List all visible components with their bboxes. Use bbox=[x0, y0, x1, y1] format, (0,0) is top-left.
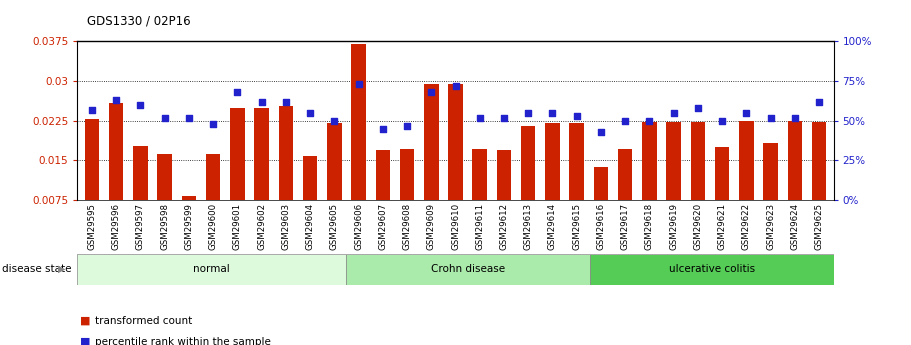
Bar bbox=[739, 121, 753, 240]
Text: ulcerative colitis: ulcerative colitis bbox=[669, 264, 754, 274]
Point bbox=[279, 99, 293, 105]
Bar bbox=[181, 196, 196, 240]
Text: GDS1330 / 02P16: GDS1330 / 02P16 bbox=[87, 14, 190, 28]
Point bbox=[521, 110, 536, 116]
Point bbox=[230, 89, 245, 95]
Bar bbox=[352, 44, 366, 240]
Point bbox=[666, 110, 681, 116]
Bar bbox=[496, 150, 511, 240]
Point bbox=[133, 102, 148, 108]
Point bbox=[691, 105, 705, 111]
Bar bbox=[589, 254, 834, 285]
Point bbox=[763, 115, 778, 120]
Bar bbox=[254, 108, 269, 240]
Point bbox=[545, 110, 559, 116]
Text: transformed count: transformed count bbox=[95, 316, 192, 326]
Point bbox=[400, 123, 415, 128]
Bar bbox=[569, 124, 584, 240]
Bar bbox=[763, 144, 778, 240]
Text: ■: ■ bbox=[80, 316, 91, 326]
Point bbox=[302, 110, 317, 116]
Point bbox=[254, 99, 269, 105]
Point bbox=[473, 115, 487, 120]
Bar bbox=[666, 122, 681, 240]
Point bbox=[158, 115, 172, 120]
Text: Crohn disease: Crohn disease bbox=[431, 264, 505, 274]
Point bbox=[496, 115, 511, 120]
Bar bbox=[230, 108, 245, 240]
Point bbox=[812, 99, 826, 105]
Point bbox=[715, 118, 730, 124]
Bar bbox=[448, 84, 463, 240]
Point bbox=[739, 110, 753, 116]
Text: percentile rank within the sample: percentile rank within the sample bbox=[95, 337, 271, 345]
Bar bbox=[812, 122, 826, 240]
Bar bbox=[375, 150, 390, 240]
Point bbox=[787, 115, 802, 120]
Point bbox=[327, 118, 342, 124]
Text: ▶: ▶ bbox=[58, 264, 66, 274]
Point bbox=[109, 97, 124, 103]
Bar bbox=[346, 254, 589, 285]
Point bbox=[448, 83, 463, 89]
Point bbox=[618, 118, 632, 124]
Point bbox=[352, 81, 366, 87]
Bar bbox=[109, 103, 124, 240]
Point bbox=[424, 89, 438, 95]
Point bbox=[181, 115, 196, 120]
Bar bbox=[85, 119, 99, 240]
Bar bbox=[715, 147, 730, 240]
Point bbox=[569, 113, 584, 119]
Bar bbox=[400, 149, 415, 240]
Text: ■: ■ bbox=[80, 337, 91, 345]
Point bbox=[594, 129, 609, 135]
Bar bbox=[473, 149, 487, 240]
Bar bbox=[133, 146, 148, 240]
Bar bbox=[158, 154, 172, 240]
Point bbox=[206, 121, 220, 127]
Bar bbox=[642, 122, 657, 240]
Bar bbox=[691, 122, 705, 240]
Bar bbox=[302, 156, 317, 240]
Bar bbox=[594, 167, 609, 240]
Point bbox=[642, 118, 657, 124]
Bar bbox=[424, 84, 438, 240]
Bar bbox=[618, 149, 632, 240]
Bar bbox=[279, 107, 293, 240]
Bar bbox=[327, 124, 342, 240]
Bar bbox=[545, 124, 559, 240]
Point bbox=[85, 107, 99, 112]
Text: normal: normal bbox=[193, 264, 230, 274]
Bar bbox=[787, 121, 802, 240]
Bar bbox=[77, 254, 346, 285]
Point bbox=[375, 126, 390, 131]
Bar bbox=[521, 126, 536, 240]
Bar bbox=[206, 154, 220, 240]
Text: disease state: disease state bbox=[2, 264, 71, 274]
